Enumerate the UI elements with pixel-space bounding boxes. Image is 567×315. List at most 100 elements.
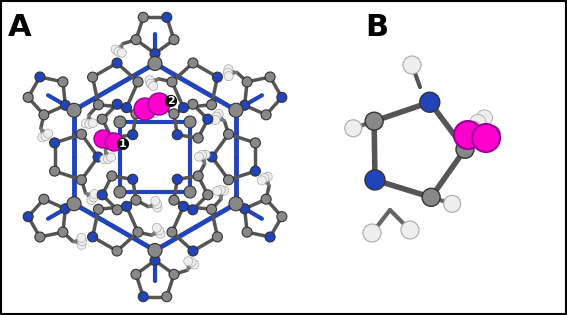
Circle shape bbox=[213, 186, 222, 195]
Circle shape bbox=[156, 229, 165, 238]
Circle shape bbox=[261, 194, 271, 204]
Circle shape bbox=[112, 99, 122, 109]
Circle shape bbox=[58, 77, 68, 87]
Circle shape bbox=[134, 98, 156, 120]
Circle shape bbox=[470, 114, 486, 130]
Circle shape bbox=[97, 190, 107, 200]
Circle shape bbox=[105, 133, 123, 151]
Circle shape bbox=[277, 92, 287, 102]
Circle shape bbox=[213, 232, 222, 242]
Circle shape bbox=[190, 260, 199, 269]
Circle shape bbox=[265, 72, 275, 82]
Circle shape bbox=[149, 82, 158, 91]
Circle shape bbox=[150, 109, 159, 117]
Circle shape bbox=[251, 138, 260, 148]
Circle shape bbox=[67, 197, 81, 211]
Circle shape bbox=[172, 174, 182, 184]
Circle shape bbox=[420, 92, 440, 112]
Circle shape bbox=[131, 195, 141, 205]
Circle shape bbox=[148, 243, 162, 257]
Circle shape bbox=[88, 119, 98, 128]
Circle shape bbox=[35, 72, 45, 82]
Circle shape bbox=[206, 100, 217, 110]
Circle shape bbox=[23, 92, 33, 102]
Circle shape bbox=[187, 258, 196, 267]
Circle shape bbox=[456, 140, 474, 158]
Circle shape bbox=[133, 77, 143, 87]
Circle shape bbox=[35, 232, 45, 242]
Circle shape bbox=[77, 129, 86, 139]
Circle shape bbox=[216, 186, 225, 195]
Circle shape bbox=[261, 110, 271, 120]
Circle shape bbox=[403, 56, 421, 74]
Circle shape bbox=[148, 56, 162, 71]
Circle shape bbox=[260, 174, 269, 182]
Circle shape bbox=[41, 132, 50, 140]
Circle shape bbox=[151, 197, 160, 205]
Circle shape bbox=[67, 103, 81, 117]
Circle shape bbox=[229, 197, 243, 211]
Circle shape bbox=[224, 65, 233, 74]
Circle shape bbox=[155, 226, 164, 235]
Circle shape bbox=[212, 112, 221, 121]
Circle shape bbox=[94, 100, 103, 110]
Circle shape bbox=[188, 205, 198, 215]
Circle shape bbox=[240, 204, 249, 214]
Circle shape bbox=[128, 130, 138, 140]
Circle shape bbox=[131, 35, 141, 45]
Circle shape bbox=[257, 176, 266, 185]
Circle shape bbox=[85, 119, 94, 129]
Circle shape bbox=[476, 110, 493, 126]
Circle shape bbox=[263, 172, 272, 181]
Circle shape bbox=[214, 109, 223, 118]
Circle shape bbox=[184, 257, 193, 266]
Circle shape bbox=[49, 166, 60, 176]
Circle shape bbox=[112, 205, 122, 215]
Circle shape bbox=[148, 102, 157, 111]
Circle shape bbox=[184, 116, 196, 128]
Circle shape bbox=[131, 109, 141, 119]
Circle shape bbox=[443, 195, 460, 212]
Circle shape bbox=[169, 269, 179, 279]
Circle shape bbox=[111, 45, 120, 54]
Text: A: A bbox=[8, 13, 32, 42]
Circle shape bbox=[193, 133, 203, 143]
Circle shape bbox=[188, 246, 198, 256]
Circle shape bbox=[188, 58, 198, 68]
Circle shape bbox=[169, 35, 179, 45]
Circle shape bbox=[81, 119, 90, 128]
Circle shape bbox=[365, 170, 385, 190]
Circle shape bbox=[162, 292, 172, 302]
Circle shape bbox=[203, 190, 213, 200]
Circle shape bbox=[188, 99, 198, 109]
Circle shape bbox=[100, 155, 109, 164]
Circle shape bbox=[179, 201, 188, 211]
Circle shape bbox=[179, 103, 188, 113]
Circle shape bbox=[107, 133, 117, 143]
Circle shape bbox=[112, 246, 122, 256]
Circle shape bbox=[401, 221, 419, 239]
Circle shape bbox=[169, 109, 179, 119]
Circle shape bbox=[172, 130, 182, 140]
Circle shape bbox=[77, 175, 86, 185]
Circle shape bbox=[207, 152, 217, 162]
Circle shape bbox=[193, 171, 203, 181]
Circle shape bbox=[203, 114, 213, 124]
Circle shape bbox=[77, 240, 86, 249]
Text: 1: 1 bbox=[119, 139, 127, 149]
Circle shape bbox=[169, 195, 179, 205]
Circle shape bbox=[153, 203, 162, 212]
Circle shape bbox=[107, 171, 117, 181]
Circle shape bbox=[365, 112, 383, 130]
Text: B: B bbox=[365, 13, 388, 42]
Circle shape bbox=[223, 175, 234, 185]
Circle shape bbox=[265, 232, 275, 242]
Circle shape bbox=[363, 224, 381, 242]
Circle shape bbox=[153, 223, 161, 232]
Circle shape bbox=[472, 124, 500, 152]
Circle shape bbox=[242, 227, 252, 237]
Circle shape bbox=[87, 232, 98, 242]
Circle shape bbox=[138, 12, 148, 22]
Circle shape bbox=[107, 153, 116, 162]
Circle shape bbox=[94, 130, 112, 148]
